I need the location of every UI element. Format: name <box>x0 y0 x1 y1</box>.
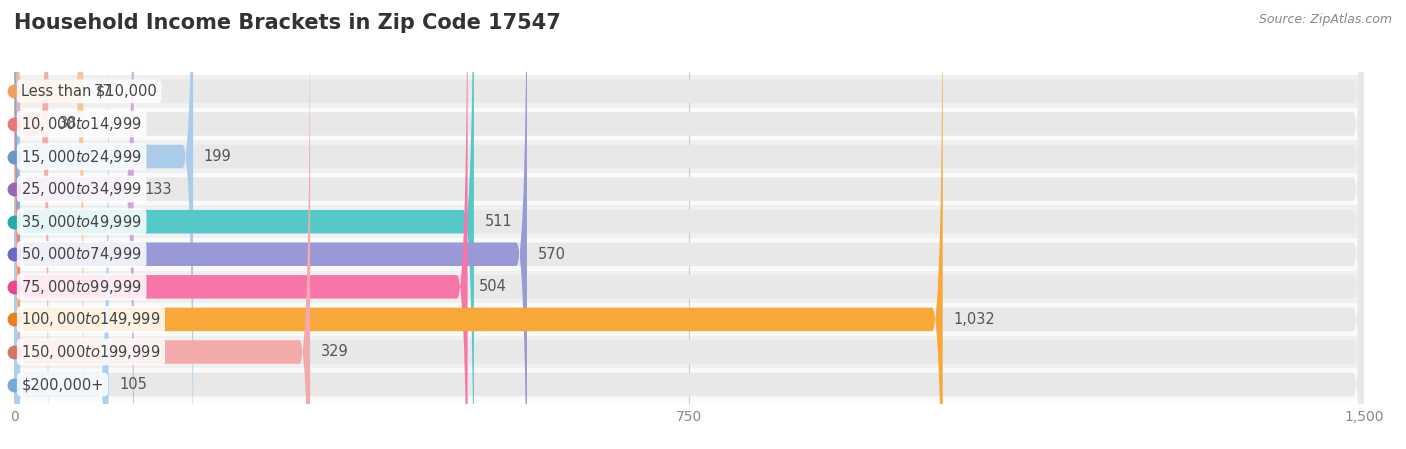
FancyBboxPatch shape <box>14 303 1364 336</box>
FancyBboxPatch shape <box>14 0 1364 449</box>
FancyBboxPatch shape <box>14 0 1364 449</box>
Text: 511: 511 <box>485 214 512 229</box>
Text: $15,000 to $24,999: $15,000 to $24,999 <box>21 148 142 166</box>
Text: Less than $10,000: Less than $10,000 <box>21 84 157 99</box>
Text: $50,000 to $74,999: $50,000 to $74,999 <box>21 245 142 263</box>
Text: $25,000 to $34,999: $25,000 to $34,999 <box>21 180 142 198</box>
Text: 329: 329 <box>321 344 349 360</box>
Text: 77: 77 <box>94 84 112 99</box>
FancyBboxPatch shape <box>14 0 474 449</box>
Text: $200,000+: $200,000+ <box>21 377 104 392</box>
FancyBboxPatch shape <box>14 0 48 449</box>
FancyBboxPatch shape <box>14 173 1364 205</box>
FancyBboxPatch shape <box>14 271 1364 303</box>
Text: 38: 38 <box>59 116 77 132</box>
FancyBboxPatch shape <box>14 238 1364 271</box>
FancyBboxPatch shape <box>14 0 1364 449</box>
FancyBboxPatch shape <box>14 0 942 449</box>
FancyBboxPatch shape <box>14 205 1364 238</box>
Text: $10,000 to $14,999: $10,000 to $14,999 <box>21 115 142 133</box>
FancyBboxPatch shape <box>14 0 527 449</box>
FancyBboxPatch shape <box>14 0 193 449</box>
FancyBboxPatch shape <box>14 0 134 449</box>
Text: 199: 199 <box>204 149 232 164</box>
Text: 570: 570 <box>537 247 565 262</box>
FancyBboxPatch shape <box>14 5 1364 449</box>
FancyBboxPatch shape <box>14 0 468 449</box>
FancyBboxPatch shape <box>14 140 1364 173</box>
Text: 504: 504 <box>478 279 506 295</box>
Text: Source: ZipAtlas.com: Source: ZipAtlas.com <box>1258 13 1392 26</box>
FancyBboxPatch shape <box>14 5 108 449</box>
FancyBboxPatch shape <box>14 0 311 449</box>
Text: $100,000 to $149,999: $100,000 to $149,999 <box>21 310 160 328</box>
FancyBboxPatch shape <box>14 0 1364 449</box>
Text: $35,000 to $49,999: $35,000 to $49,999 <box>21 213 142 231</box>
Text: Household Income Brackets in Zip Code 17547: Household Income Brackets in Zip Code 17… <box>14 13 561 34</box>
Text: $75,000 to $99,999: $75,000 to $99,999 <box>21 278 142 296</box>
FancyBboxPatch shape <box>14 108 1364 140</box>
Text: $150,000 to $199,999: $150,000 to $199,999 <box>21 343 160 361</box>
FancyBboxPatch shape <box>14 75 1364 108</box>
FancyBboxPatch shape <box>14 0 1364 449</box>
Text: 1,032: 1,032 <box>953 312 995 327</box>
FancyBboxPatch shape <box>14 0 1364 449</box>
Text: 133: 133 <box>145 181 172 197</box>
FancyBboxPatch shape <box>14 0 1364 449</box>
FancyBboxPatch shape <box>14 0 83 449</box>
FancyBboxPatch shape <box>14 0 1364 449</box>
Text: 105: 105 <box>120 377 148 392</box>
FancyBboxPatch shape <box>14 368 1364 401</box>
FancyBboxPatch shape <box>14 336 1364 368</box>
FancyBboxPatch shape <box>14 0 1364 449</box>
